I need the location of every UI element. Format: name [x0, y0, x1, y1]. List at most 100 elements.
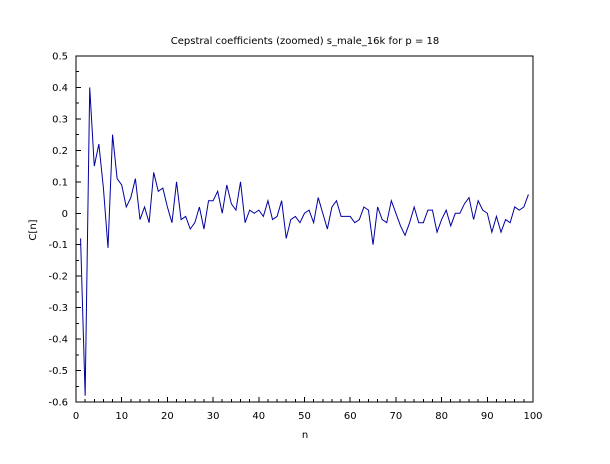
data-point [263, 216, 264, 217]
data-point [482, 210, 483, 211]
data-point [308, 210, 309, 211]
data-point [478, 200, 479, 201]
data-point [496, 216, 497, 217]
x-tick-label: 50 [298, 411, 311, 422]
y-tick-label: -0.4 [48, 335, 68, 346]
data-point [427, 210, 428, 211]
y-axis: -0.6 -0.5 -0.4 -0.3 -0.2 -0.1 0 0.1 0.2 0.3 0.4 0.5 [48, 52, 81, 409]
data-point [158, 191, 159, 192]
data-point [153, 172, 154, 173]
data-point [331, 206, 332, 207]
series-line-cepstrum [80, 87, 529, 396]
data-point [391, 200, 392, 201]
x-tick-label: 10 [115, 411, 128, 422]
data-point [185, 216, 186, 217]
y-tick-label: 0 [62, 209, 68, 220]
data-point [167, 206, 168, 207]
y-tick-label: 0.4 [52, 83, 68, 94]
data-point [519, 210, 520, 211]
data-point [359, 219, 360, 220]
data-point [222, 213, 223, 214]
y-tick-label: -0.6 [48, 398, 68, 409]
data-point [450, 225, 451, 226]
data-point [281, 200, 282, 201]
data-point [487, 213, 488, 214]
data-point [272, 219, 273, 220]
chart-title: Cepstral coefficients (zoomed) s_male_16… [171, 36, 439, 47]
data-point [80, 238, 81, 239]
data-point [386, 222, 387, 223]
x-tick-label: 30 [207, 411, 220, 422]
data-point [464, 203, 465, 204]
data-point [199, 206, 200, 207]
data-point [208, 200, 209, 201]
data-point [149, 222, 150, 223]
data-point [414, 206, 415, 207]
data-point [500, 232, 501, 233]
y-tick-label: 0.5 [52, 52, 68, 63]
data-point [276, 216, 277, 217]
data-point [363, 206, 364, 207]
data-point [491, 232, 492, 233]
y-tick-label: -0.5 [48, 366, 68, 377]
data-point [217, 191, 218, 192]
data-point [523, 206, 524, 207]
data-point [240, 181, 241, 182]
data-point [318, 197, 319, 198]
data-point [313, 222, 314, 223]
data-point [89, 87, 90, 88]
data-point [473, 219, 474, 220]
data-point [190, 228, 191, 229]
data-point [171, 222, 172, 223]
x-tick-label: 100 [523, 411, 542, 422]
x-tick-label: 0 [73, 411, 79, 422]
data-point [441, 219, 442, 220]
data-point [468, 197, 469, 198]
data-point [350, 216, 351, 217]
data-point [130, 197, 131, 198]
data-point [368, 210, 369, 211]
data-point [267, 200, 268, 201]
data-point [299, 222, 300, 223]
data-point [176, 181, 177, 182]
data-point [107, 247, 108, 248]
data-point [404, 235, 405, 236]
y-tick-label: 0.3 [52, 114, 68, 125]
data-point [258, 210, 259, 211]
y-axis-label: C[n] [28, 219, 39, 240]
data-point [117, 178, 118, 179]
data-point [514, 206, 515, 207]
data-point [112, 134, 113, 135]
data-point [446, 210, 447, 211]
data-point [244, 222, 245, 223]
x-tick-label: 80 [435, 411, 448, 422]
data-point [510, 222, 511, 223]
data-point [395, 213, 396, 214]
data-point [354, 222, 355, 223]
y-tick-label: 0.1 [52, 177, 68, 188]
data-point [400, 225, 401, 226]
data-point [254, 213, 255, 214]
x-axis-label: n [302, 430, 308, 441]
data-point [336, 200, 337, 201]
x-axis: 0 10 20 30 40 50 60 70 80 90 100 [73, 397, 543, 422]
data-point [432, 210, 433, 211]
x-tick-label: 20 [161, 411, 174, 422]
data-point [181, 219, 182, 220]
x-tick-label: 90 [481, 411, 494, 422]
data-point [249, 210, 250, 211]
data-point [94, 165, 95, 166]
data-point [340, 216, 341, 217]
data-point [235, 210, 236, 211]
data-point [286, 238, 287, 239]
data-point [505, 219, 506, 220]
data-point [226, 184, 227, 185]
data-point [327, 228, 328, 229]
y-tick-label: -0.1 [48, 240, 68, 251]
x-tick-label: 40 [252, 411, 265, 422]
data-point [103, 188, 104, 189]
data-point [409, 222, 410, 223]
